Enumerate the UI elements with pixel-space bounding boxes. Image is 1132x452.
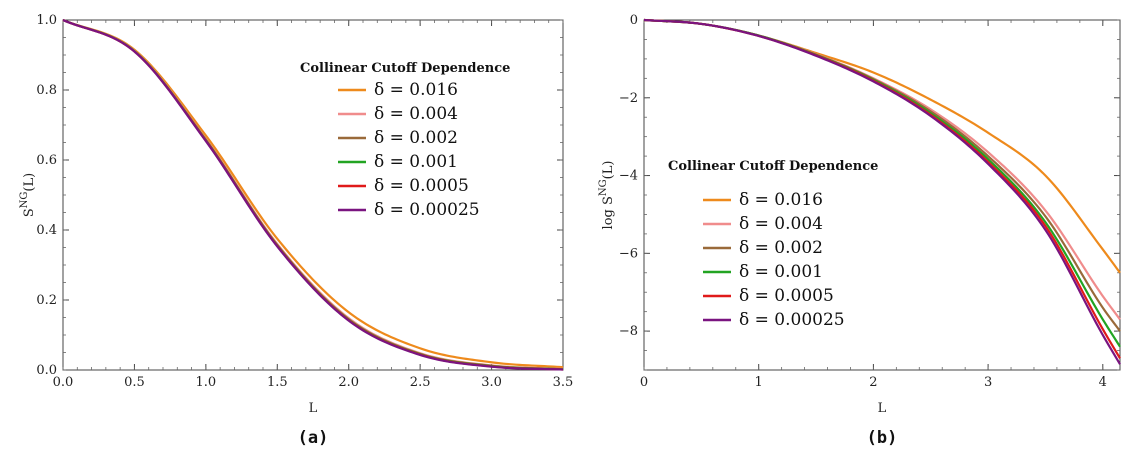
ticks-a: 0.0 0.5 1.0 1.5 2.0 2.5 3.0 3.5 0.0 0.2 0.4 0.6 0.8 1… xyxy=(36,13,573,390)
panel-label-a: (a) xyxy=(298,428,329,448)
x-tick-label: 0.5 xyxy=(124,375,145,390)
x-tick-label: 1.5 xyxy=(267,375,288,390)
x-tick-label: 4 xyxy=(1099,375,1107,390)
legend-entry: δ = 0.002 xyxy=(374,128,458,148)
legend-a: δ = 0.016 δ = 0.004 δ = 0.002 δ = 0.001 δ = … xyxy=(338,80,480,220)
y-axis-label-a-sup: NG xyxy=(19,192,30,209)
x-tick-label: 1 xyxy=(755,375,763,390)
legend-entry: δ = 0.0005 xyxy=(374,176,469,196)
y-axis-label-b-main: log S xyxy=(601,196,616,229)
y-axis-label-a: SNG(L) xyxy=(19,173,37,217)
y-tick-label: −2 xyxy=(619,91,638,106)
series-line-6 xyxy=(643,18,1121,365)
y-axis-label-a-main: S xyxy=(22,208,37,217)
legend-entry: δ = 0.004 xyxy=(739,214,823,234)
x-tick-label: 2.5 xyxy=(410,375,431,390)
legend-title-b: Collinear Cutoff Dependence xyxy=(668,159,878,174)
x-axis-label-b: L xyxy=(878,401,887,416)
legend-entry: δ = 0.016 xyxy=(739,190,823,210)
legend-entry: δ = 0.001 xyxy=(739,262,823,282)
panel-label-b: (b) xyxy=(867,428,898,448)
series-line-6 xyxy=(62,18,564,371)
x-axis-label-a: L xyxy=(309,401,318,416)
x-tick-label: 3.5 xyxy=(553,375,574,390)
x-tick-label: 2.0 xyxy=(338,375,359,390)
legend-entry: δ = 0.00025 xyxy=(739,310,845,330)
y-axis-label-b-sup: NG xyxy=(598,179,609,196)
ticks-b: 0 1 2 3 4 −8 −6 −4 −2 0 xyxy=(619,13,1120,390)
y-tick-label: −6 xyxy=(619,246,638,261)
y-tick-label: −8 xyxy=(619,324,638,339)
series-line-4 xyxy=(643,18,1121,348)
y-tick-label: 0.0 xyxy=(36,363,57,378)
y-axis-label-a-suffix: (L) xyxy=(22,173,37,192)
series-group-a xyxy=(62,18,564,371)
x-tick-label: 0.0 xyxy=(53,375,74,390)
y-tick-label: 0.6 xyxy=(36,153,57,168)
plot-frame-b xyxy=(643,19,1121,371)
y-tick-label: 0.2 xyxy=(36,293,57,308)
series-line-5 xyxy=(643,18,1121,359)
x-tick-label: 3.0 xyxy=(481,375,502,390)
y-axis-label-b: log SNG(L) xyxy=(598,161,616,230)
legend-entry: δ = 0.002 xyxy=(739,238,823,258)
y-tick-label: 1.0 xyxy=(36,13,57,28)
legend-entry: δ = 0.016 xyxy=(374,80,458,100)
y-tick-label: 0.8 xyxy=(36,83,57,98)
legend-b: δ = 0.016 δ = 0.004 δ = 0.002 δ = 0.001 δ = … xyxy=(703,190,845,330)
legend-entry: δ = 0.001 xyxy=(374,152,458,172)
series-group-b xyxy=(643,18,1121,365)
legend-title-a: Collinear Cutoff Dependence xyxy=(300,61,510,76)
series-line-3 xyxy=(643,18,1121,332)
panel-b: 0 1 2 3 4 −8 −6 −4 −2 0 Collinear Cutoff Dependen… xyxy=(598,13,1121,448)
legend-entry: δ = 0.004 xyxy=(374,104,458,124)
y-axis-label-b-suffix: (L) xyxy=(601,161,616,180)
x-tick-label: 0 xyxy=(640,375,648,390)
y-tick-label: 0.4 xyxy=(36,223,57,238)
x-tick-label: 3 xyxy=(984,375,992,390)
x-tick-label: 2 xyxy=(869,375,877,390)
y-tick-label: 0 xyxy=(630,13,638,28)
legend-entry: δ = 0.00025 xyxy=(374,200,480,220)
panel-a: 0.0 0.5 1.0 1.5 2.0 2.5 3.0 3.5 0.0 0.2 0.4 0.6 0.8 1… xyxy=(19,13,573,448)
x-tick-label: 1.0 xyxy=(196,375,217,390)
y-tick-label: −4 xyxy=(619,169,638,184)
legend-entry: δ = 0.0005 xyxy=(739,286,834,306)
